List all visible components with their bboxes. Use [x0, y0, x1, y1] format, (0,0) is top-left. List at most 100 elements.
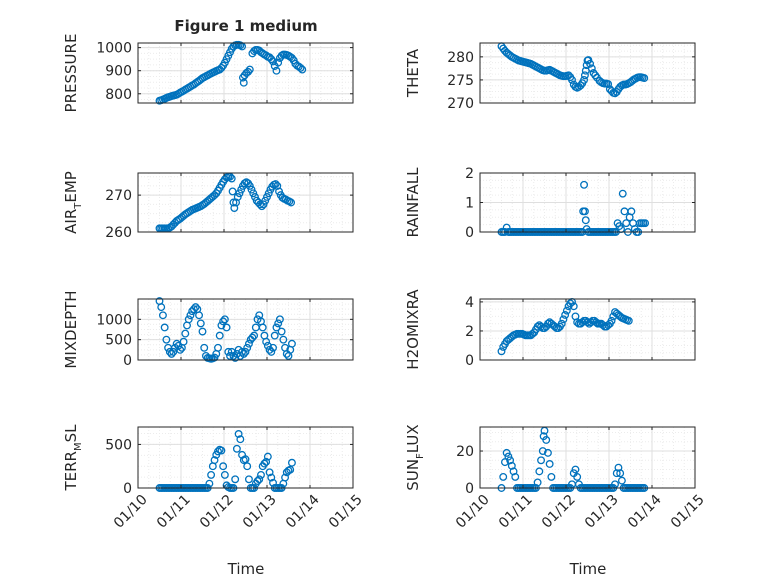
data-point — [210, 353, 219, 362]
data-point — [581, 216, 590, 225]
y-tick-label: 0 — [465, 481, 474, 497]
data-point — [236, 435, 245, 444]
data-point — [243, 343, 252, 352]
data-points — [497, 42, 649, 98]
data-point — [535, 467, 544, 476]
data-point — [261, 196, 270, 205]
data-points — [497, 297, 633, 356]
data-point — [537, 456, 546, 465]
data-point — [580, 71, 589, 80]
data-point — [227, 347, 236, 356]
data-point — [500, 458, 509, 467]
axes-box — [479, 426, 696, 489]
data-point — [176, 345, 185, 354]
data-point — [248, 333, 257, 342]
data-point — [543, 448, 552, 457]
data-point — [245, 181, 254, 190]
y-axis-label-tail: EMP — [62, 171, 80, 202]
data-point — [287, 339, 296, 348]
data-point — [158, 311, 167, 320]
data-point — [285, 197, 294, 206]
data-point — [640, 74, 649, 83]
data-point — [298, 65, 307, 74]
data-point — [607, 316, 616, 325]
data-point — [220, 470, 229, 479]
data-point — [257, 470, 265, 479]
data-point — [189, 305, 198, 314]
data-point — [179, 337, 188, 346]
axes-box — [479, 298, 696, 361]
y-tick-label: 260 — [105, 225, 132, 241]
data-point — [497, 347, 506, 356]
data-point — [239, 349, 248, 358]
y-axis-label: SUNFLUX — [404, 424, 426, 490]
data-point — [167, 349, 176, 358]
data-point — [186, 311, 195, 320]
data-point — [272, 323, 281, 332]
data-point — [232, 444, 241, 453]
data-point — [265, 468, 274, 477]
data-point — [220, 315, 229, 324]
data-point — [253, 477, 262, 485]
data-point — [198, 327, 207, 336]
axes-box — [137, 172, 354, 233]
data-point — [275, 315, 284, 324]
data-point — [275, 187, 283, 196]
data-point — [616, 469, 625, 478]
data-point — [511, 472, 520, 481]
y-axis-label-main: PRESSURE — [62, 34, 80, 113]
data-point — [256, 200, 265, 209]
data-point — [264, 189, 273, 198]
data-point — [247, 185, 256, 194]
data-point — [255, 475, 264, 484]
y-axis-label: AIRTEMP — [62, 171, 84, 234]
data-points — [155, 297, 296, 363]
y-axis-label: PRESSURE — [62, 34, 80, 113]
data-point — [267, 473, 276, 482]
y-tick-label: 0 — [123, 481, 132, 497]
data-point — [263, 452, 272, 461]
data-point — [269, 57, 277, 66]
data-point — [561, 311, 570, 319]
axes-box — [137, 298, 354, 361]
data-point — [228, 187, 237, 196]
data-point — [184, 315, 193, 324]
data-point — [251, 193, 259, 201]
data-point — [262, 337, 271, 346]
data-point — [262, 457, 271, 466]
data-point — [200, 343, 209, 352]
data-point — [241, 455, 250, 464]
data-point — [624, 316, 633, 325]
data-point — [239, 78, 248, 87]
subplot-air_temp: 260 270 AIRTEMP — [62, 171, 354, 241]
y-axis-label-main: AIR — [62, 209, 80, 234]
y-tick-label: 800 — [105, 87, 132, 103]
data-point — [207, 470, 216, 479]
data-point — [580, 75, 589, 84]
y-tick-label: 500 — [105, 437, 132, 453]
y-tick-label: 900 — [105, 64, 132, 80]
data-point — [571, 465, 580, 474]
data-point — [191, 303, 200, 312]
data-point — [162, 335, 171, 344]
data-point — [569, 302, 578, 311]
data-point — [568, 75, 576, 84]
data-point — [231, 354, 240, 362]
data-point — [618, 189, 627, 198]
y-axis-label: THETA — [404, 48, 422, 98]
y-tick-label: 270 — [105, 188, 132, 204]
data-point — [217, 446, 226, 455]
y-tick-label: 0 — [465, 225, 474, 241]
data-point — [267, 347, 276, 356]
data-point — [533, 478, 542, 487]
y-axis-label: H2OMIXRA — [404, 289, 422, 370]
data-point — [562, 306, 571, 315]
x-axis-label-right: Time — [569, 560, 607, 578]
data-point — [215, 331, 224, 340]
y-axis-label-subscript: M — [73, 442, 84, 451]
y-tick-label: 275 — [447, 73, 474, 89]
data-point — [269, 343, 277, 352]
data-point — [260, 459, 269, 468]
data-point — [237, 185, 246, 194]
data-point — [580, 180, 589, 189]
